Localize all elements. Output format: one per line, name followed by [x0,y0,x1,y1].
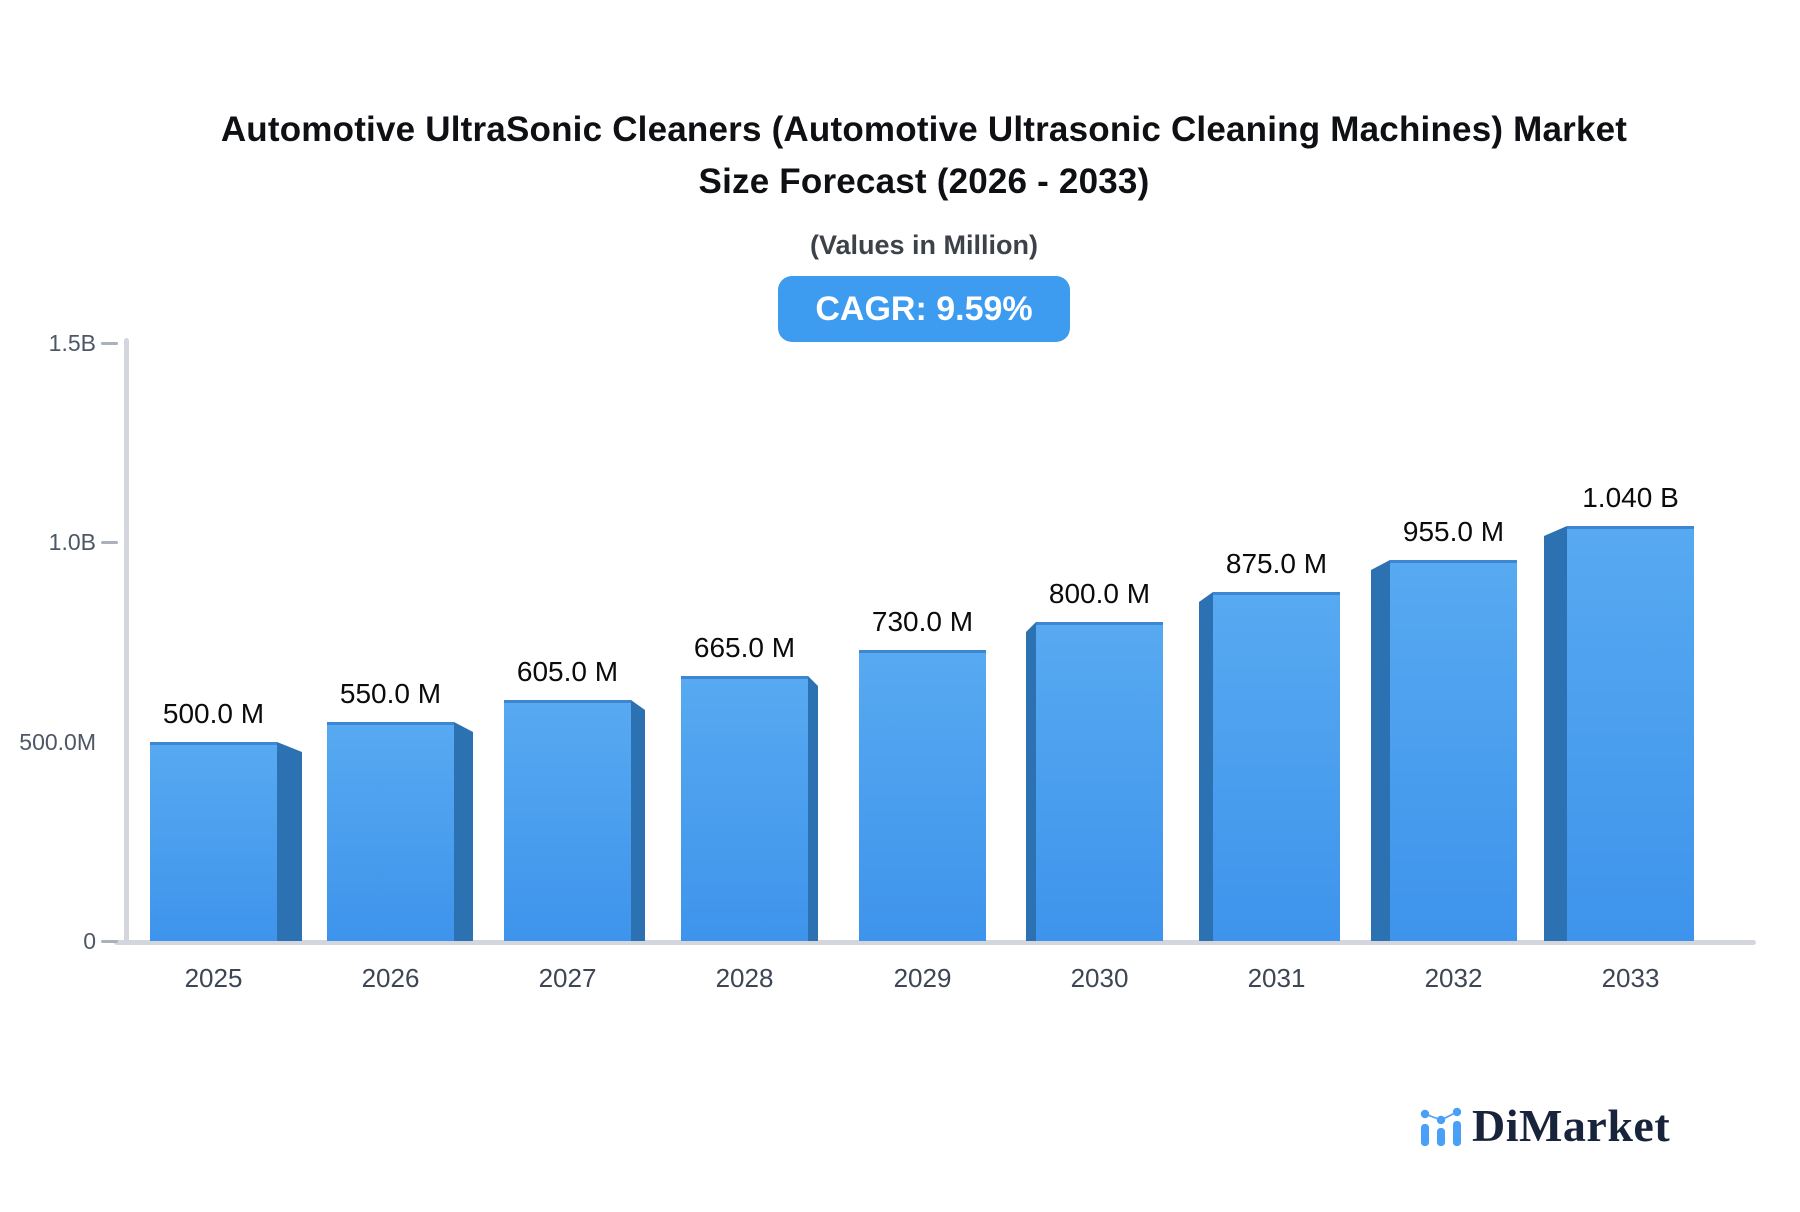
bar-value-label: 550.0 M [339,678,442,709]
y-axis-tick-label: 1.5B [48,330,96,357]
bar-value-label: 500.0 M [162,698,265,729]
bar [327,722,454,941]
bar-side-face [454,722,473,941]
x-axis-year-label: 2027 [538,963,597,993]
y-axis-tick-label: 0 [83,928,96,954]
bar [150,742,277,941]
bar [1567,526,1694,941]
chart-title: Automotive UltraSonic Cleaners (Automoti… [24,0,1800,208]
bar [681,676,808,941]
brand-name: DiMarket [1472,1100,1671,1151]
bar [859,650,986,941]
x-axis-year-label: 2025 [184,963,243,993]
bar-value-label: 605.0 M [516,656,619,687]
bar [1036,622,1163,941]
bar-side-face [1026,622,1036,941]
bar-side-face [277,742,302,941]
bar-value-label: 1.040 B [1582,482,1679,513]
bar-side-face [1199,592,1213,941]
x-axis-year-label: 2031 [1247,963,1306,993]
cagr-badge: CAGR: 9.59% [778,276,1070,342]
x-axis-year-label: 2032 [1424,963,1483,993]
y-axis-tick-dash [101,541,118,545]
x-axis-year-label: 2029 [893,963,952,993]
brand-logo: DiMarket [1420,1098,1720,1158]
bar [1390,560,1517,941]
bar-value-label: 955.0 M [1402,516,1505,547]
y-axis-tick-dash [101,342,118,346]
y-axis-tick-dash [101,940,118,943]
chart-title-line2: Size Forecast (2026 - 2033) [698,162,1150,201]
bar-value-label: 875.0 M [1225,548,1328,579]
x-axis-year-label: 2033 [1601,963,1660,993]
x-axis-year-label: 2026 [361,963,420,993]
bar-side-face [631,700,645,941]
bar-value-label: 800.0 M [1048,578,1151,609]
chart-subtitle: (Values in Million) [809,230,1039,260]
y-axis-tick-label: 1.0B [48,529,96,556]
bar-side-face [1371,560,1390,941]
x-axis-year-label: 2028 [715,963,774,993]
bar-chart-icon [1420,1107,1462,1146]
bar [504,700,631,941]
y-axis-line [124,338,129,945]
bar-value-label: 665.0 M [693,632,796,663]
chart-header: Automotive UltraSonic Cleaners (Automoti… [24,0,1800,342]
bar-side-face [808,676,818,941]
bar [1213,592,1340,941]
bar-side-face [1544,526,1567,941]
bar-value-label: 730.0 M [871,606,974,637]
chart-title-line1: Automotive UltraSonic Cleaners (Automoti… [220,110,1628,149]
y-axis-tick-label: 500.0M [19,728,96,755]
x-axis-line [114,940,1756,945]
x-axis-year-label: 2030 [1070,963,1129,993]
